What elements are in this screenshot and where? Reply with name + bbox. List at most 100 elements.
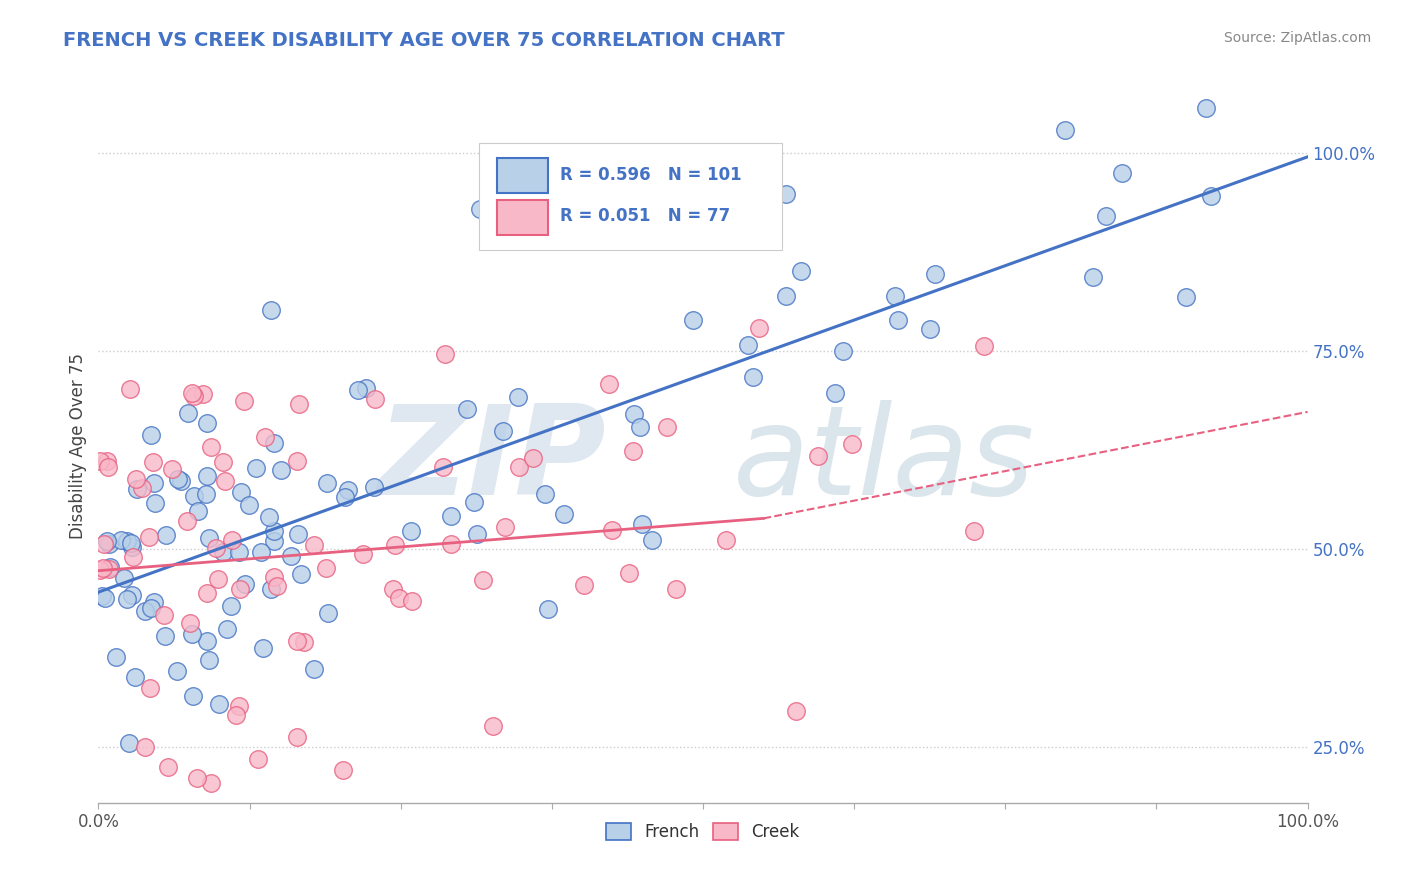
Point — [285, 454, 308, 468]
Point — [290, 567, 312, 582]
Point — [105, 650, 128, 665]
Point — [600, 524, 623, 538]
Point — [347, 383, 370, 397]
Point — [434, 347, 457, 361]
Point — [186, 771, 208, 785]
Point — [179, 616, 201, 631]
Point — [131, 481, 153, 495]
Point — [118, 736, 141, 750]
Point — [197, 653, 219, 667]
Point — [118, 382, 141, 396]
Text: atlas: atlas — [734, 400, 1035, 521]
Point — [302, 662, 325, 676]
Point — [211, 545, 233, 559]
Point — [1175, 290, 1198, 304]
Point — [221, 533, 243, 547]
Point — [142, 475, 165, 490]
Point — [193, 386, 215, 401]
Point — [494, 519, 516, 533]
Point — [89, 563, 111, 577]
Point — [195, 469, 218, 483]
Point — [124, 670, 146, 684]
Point — [134, 604, 156, 618]
Point — [470, 202, 492, 216]
Point — [238, 499, 260, 513]
Point — [352, 547, 374, 561]
Point — [110, 533, 132, 548]
Point — [124, 472, 146, 486]
Point — [181, 690, 204, 704]
Point — [775, 289, 797, 303]
Point — [456, 402, 478, 417]
Point — [195, 585, 218, 599]
Point — [259, 582, 281, 597]
Point — [285, 633, 308, 648]
Point — [553, 507, 575, 521]
Point — [332, 763, 354, 777]
Point — [775, 187, 797, 202]
Point — [245, 460, 267, 475]
Point — [1083, 269, 1105, 284]
Point — [157, 760, 180, 774]
Point — [180, 626, 202, 640]
Point — [257, 509, 280, 524]
Point — [91, 561, 114, 575]
Point — [142, 595, 165, 609]
Point — [195, 417, 218, 431]
Point — [315, 561, 337, 575]
Point — [263, 435, 285, 450]
Point — [97, 459, 120, 474]
Point — [176, 514, 198, 528]
Point — [252, 640, 274, 655]
Point — [302, 538, 325, 552]
Point — [214, 474, 236, 488]
Point — [440, 508, 463, 523]
Point — [748, 321, 770, 335]
Point — [155, 528, 177, 542]
Point — [472, 573, 495, 587]
Text: Source: ZipAtlas.com: Source: ZipAtlas.com — [1223, 31, 1371, 45]
Point — [285, 730, 308, 744]
Point — [91, 590, 114, 604]
Point — [215, 622, 238, 636]
Text: R = 0.051   N = 77: R = 0.051 N = 77 — [561, 207, 731, 225]
Point — [138, 530, 160, 544]
Point — [89, 454, 111, 468]
Point — [98, 560, 121, 574]
Text: FRENCH VS CREEK DISABILITY AGE OVER 75 CORRELATION CHART: FRENCH VS CREEK DISABILITY AGE OVER 75 C… — [63, 31, 785, 50]
Point — [112, 571, 135, 585]
Point — [741, 370, 763, 384]
Point — [884, 288, 907, 302]
Point — [229, 485, 252, 500]
Point — [260, 303, 283, 318]
Point — [228, 544, 250, 558]
Point — [537, 602, 560, 616]
Point — [924, 268, 946, 282]
Point — [886, 313, 908, 327]
Point — [363, 480, 385, 494]
Point — [522, 451, 544, 466]
Point — [440, 537, 463, 551]
Point — [167, 472, 190, 486]
Point — [228, 699, 250, 714]
Point — [93, 537, 115, 551]
Point — [263, 570, 285, 584]
Point — [205, 541, 228, 555]
Point — [432, 460, 454, 475]
Point — [598, 377, 620, 392]
Point — [194, 487, 217, 501]
Point — [187, 504, 209, 518]
Point — [211, 455, 233, 469]
Point — [508, 390, 530, 404]
Point — [508, 459, 530, 474]
Point — [225, 707, 247, 722]
Point — [249, 545, 271, 559]
Point — [292, 634, 315, 648]
Point — [183, 389, 205, 403]
Point — [141, 600, 163, 615]
Point — [166, 665, 188, 679]
Point — [232, 393, 254, 408]
Point — [162, 462, 184, 476]
Point — [704, 169, 727, 184]
Point — [207, 698, 229, 712]
